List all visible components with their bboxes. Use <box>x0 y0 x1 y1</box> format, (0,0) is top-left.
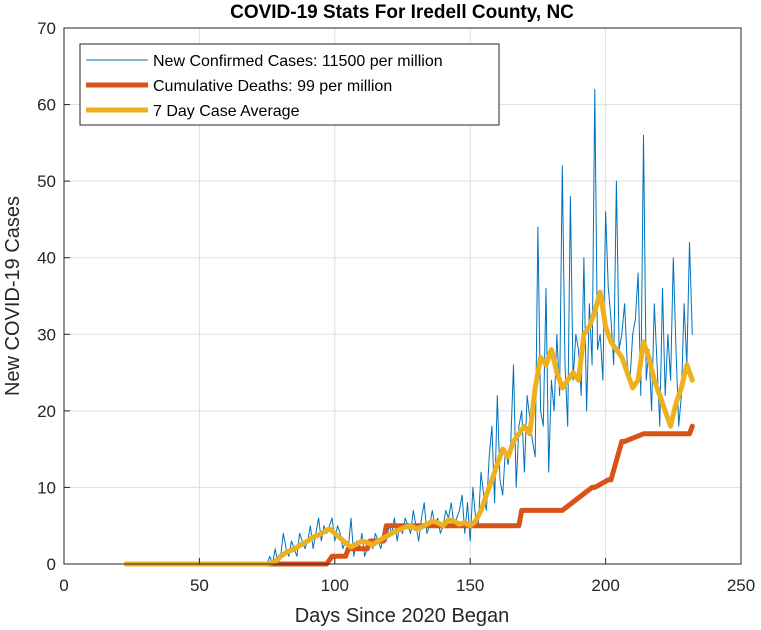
y-tick-label: 70 <box>37 19 56 38</box>
y-tick-label: 30 <box>37 325 56 344</box>
series-line-average <box>123 289 695 567</box>
series-layer <box>123 88 695 567</box>
x-tick-label: 50 <box>190 576 209 595</box>
chart-title: COVID-19 Stats For Iredell County, NC <box>230 2 574 23</box>
x-tick-label: 0 <box>59 576 68 595</box>
x-tick-label: 200 <box>591 576 619 595</box>
y-tick-label: 10 <box>37 478 56 497</box>
y-tick-label: 40 <box>37 249 56 268</box>
x-tick-label: 100 <box>321 576 349 595</box>
y-tick-label: 50 <box>37 172 56 191</box>
y-axis-label: New COVID-19 Cases <box>2 196 24 396</box>
y-tick-label: 20 <box>37 402 56 421</box>
series-line-deaths <box>123 423 695 567</box>
legend-label-new-cases: New Confirmed Cases: 11500 per million <box>153 53 443 70</box>
x-tick-label: 150 <box>456 576 484 595</box>
legend-box <box>79 43 500 126</box>
ticks: 0 50 100 150 200 250 0 10 20 30 40 50 60 70 <box>37 19 755 595</box>
y-tick-label: 0 <box>47 555 56 574</box>
plot-frame <box>63 27 742 565</box>
legend: New Confirmed Cases: 11500 per million C… <box>79 43 500 126</box>
x-axis-label: Days Since 2020 Began <box>295 605 510 627</box>
x-tick-label: 250 <box>727 576 755 595</box>
legend-label-deaths: Cumulative Deaths: 99 per million <box>153 78 392 95</box>
y-tick-label: 60 <box>37 96 56 115</box>
legend-label-average: 7 Day Case Average <box>153 103 300 120</box>
